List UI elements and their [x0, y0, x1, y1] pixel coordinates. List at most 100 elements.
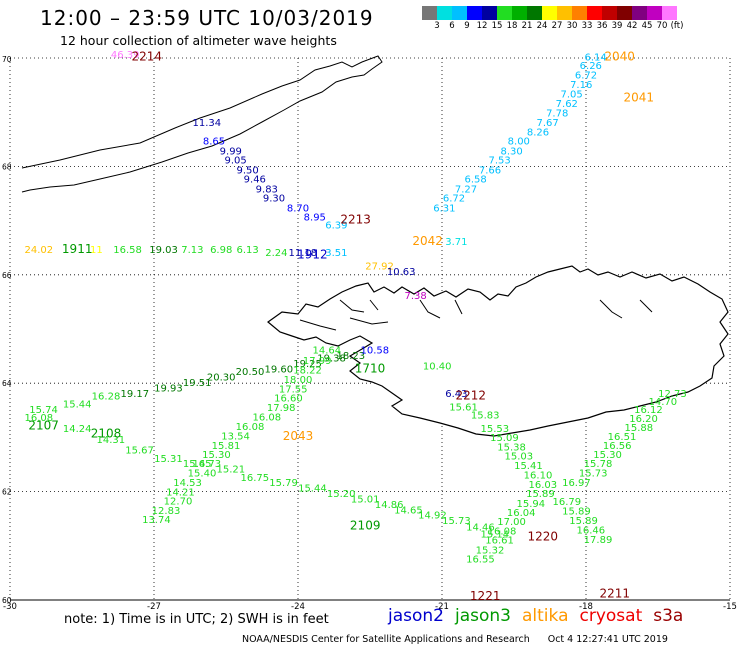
pass-time-label: 2040: [604, 50, 635, 64]
wave-height-value: 18.23: [336, 351, 365, 362]
iceland-fjords: [299, 299, 653, 331]
legend-tick-label: 39: [611, 21, 623, 31]
wave-height-value: 10.63: [387, 267, 416, 278]
wave-height-value: 14.31: [96, 435, 125, 446]
wave-height-value: 17.99: [303, 356, 332, 367]
wave-height-value: 7.16: [570, 80, 592, 91]
wave-height-value: 6.14: [584, 53, 606, 64]
pass-time-label: 1220: [528, 529, 559, 543]
wave-height-value: 16.75: [240, 473, 269, 484]
wave-height-value: 46.39: [111, 50, 140, 61]
wave-height-value: 15.44: [63, 400, 92, 411]
legend-swatch: [617, 6, 632, 20]
map-subtitle: 12 hour collection of altimeter wave hei…: [60, 33, 337, 48]
wave-height-value: 14.64: [312, 345, 341, 356]
pass-time-label: 2211: [600, 586, 631, 600]
pass-time-label: 1710: [355, 361, 386, 375]
legend-swatch: [572, 6, 587, 20]
legend-swatch: [587, 6, 602, 20]
wave-height-value: 7.53: [488, 156, 510, 167]
wave-height-value: 15.81: [212, 441, 241, 452]
latitude-label: 68: [2, 162, 12, 171]
track-cryosat-2212: 6.4315.6115.8315.5315.0915.3815.0315.411…: [445, 389, 557, 566]
satellite-jason2: jason2: [388, 606, 444, 626]
wave-height-value: 15.65: [183, 459, 212, 470]
pass-time-label: 2213: [340, 212, 371, 226]
wave-height-value: 16.61: [485, 536, 514, 547]
legend-swatch: [452, 6, 467, 20]
wave-height-value: 6.98: [210, 245, 232, 256]
wave-height-value: 2.24: [265, 248, 287, 259]
pass-time-label: 2041: [624, 90, 655, 104]
units-note: note: 1) Time is in UTC; 2) SWH is in fe…: [64, 612, 329, 627]
legend-swatch: [542, 6, 557, 20]
legend-swatch: [422, 6, 437, 20]
wave-height-value: 15.94: [516, 499, 545, 510]
wave-height-value: 11: [90, 245, 103, 256]
wave-height-value: 17.00: [497, 517, 526, 528]
pass-time-label: 2212: [456, 388, 487, 402]
wave-height-value: 9.30: [263, 194, 285, 205]
wave-height-value: 8.00: [508, 137, 530, 148]
legend-swatch: [512, 6, 527, 20]
wave-height-value: 14.46: [466, 523, 495, 534]
wave-height-value: 16.08: [236, 422, 265, 433]
legend-tick-label: 15: [491, 21, 503, 31]
wave-height-value: 8.70: [287, 203, 309, 214]
satellite-s3a: s3a: [653, 606, 684, 626]
longitude-label: -24: [291, 602, 305, 612]
wave-height-value: 6.31: [433, 203, 455, 214]
pass-time-label: 2109: [350, 519, 381, 533]
wave-height-value: 15.79: [269, 478, 298, 489]
wave-height-value: 15.38: [497, 442, 526, 453]
wave-height-value: 27.92: [365, 261, 394, 272]
wave-height-value: 15.03: [504, 452, 533, 463]
wave-height-value: 10.40: [423, 362, 452, 373]
wave-height-value: 15.78: [584, 459, 613, 470]
wave-height-value: 6.39: [325, 221, 347, 232]
footer: NOAA/NESDIS Center for Satellite Applica…: [242, 634, 668, 645]
wave-height-value: 6.13: [236, 245, 258, 256]
wave-height-value: 16.12: [634, 405, 663, 416]
wave-height-value: 16.08: [24, 413, 53, 424]
satellite-altika: altika: [522, 606, 569, 626]
pass-time-label: 2107: [28, 418, 59, 432]
pass-time-label: 2108: [91, 426, 122, 440]
wave-height-value: 16.55: [466, 555, 495, 566]
wave-height-value: 18.00: [284, 375, 313, 386]
pass-time-label: 1912: [297, 248, 328, 262]
longitude-label: -30: [3, 602, 17, 612]
legend-swatch: [497, 6, 512, 20]
legend-tick-label: 9: [464, 21, 470, 31]
wave-height-value: 14.86: [375, 500, 404, 511]
legend-tick-label: 21: [521, 21, 533, 31]
wave-height-value: 9.50: [236, 165, 258, 176]
wave-height-value: 15.30: [202, 450, 231, 461]
wave-height-value: 6.26: [580, 61, 602, 72]
footer-timestamp: Oct 4 12:27:41 UTC 2019: [547, 634, 668, 645]
wave-height-value: 14.70: [648, 397, 677, 408]
latitude-label: 60: [2, 596, 12, 605]
legend-swatch: [632, 6, 647, 20]
wave-height-value: 19.17: [120, 389, 149, 400]
wave-height-value: 13.74: [142, 515, 171, 526]
pass-time-label: 1221: [470, 589, 501, 603]
wave-height-value: 7.13: [181, 245, 203, 256]
wave-height-value: 7.27: [455, 184, 477, 195]
wave-height-value: 24.02: [24, 245, 53, 256]
wave-height-value: 3.71: [445, 237, 467, 248]
longitude-label: -27: [147, 602, 161, 612]
wave-height-value: 8.65: [203, 137, 225, 148]
wave-height-value: 7.05: [560, 90, 582, 101]
satellite-cryosat: cryosat: [579, 606, 643, 626]
legend-tick-label: 27: [551, 21, 563, 31]
track-altika-2043: 14.6417.9918.2218.0017.5516.6017.9816.08…: [142, 345, 341, 526]
wave-height-value: 15.09: [490, 433, 519, 444]
legend-swatch: [527, 6, 542, 20]
wave-height-value: 15.40: [188, 468, 217, 479]
wave-height-value: 19.03: [149, 245, 178, 256]
wave-height-value: 16.28: [92, 391, 121, 402]
longitude-label: -21: [435, 602, 449, 612]
